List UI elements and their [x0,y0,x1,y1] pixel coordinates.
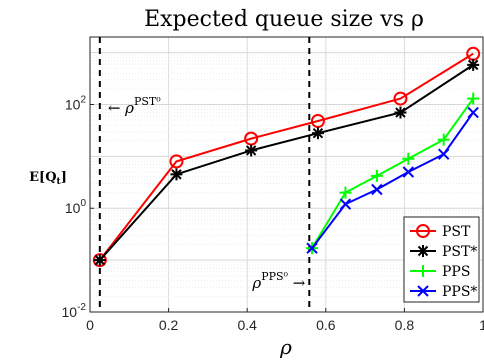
data-point [467,58,480,71]
y-axis-label-text: E[Q [29,170,56,185]
y-axis-label: E[Qt] [29,170,67,187]
marker-stroke [417,245,429,257]
y-tick-base: 10 [65,200,81,216]
marker-stroke [339,198,352,210]
data-point [170,168,183,181]
legend-items: PST PST* PPS PPS* [410,224,477,300]
data-point [437,133,450,146]
annotation-symbol: ρ [251,274,261,292]
x-tick-label: 0 [86,317,94,333]
marker-circle [169,154,184,169]
data-point [339,198,352,210]
y-tick-label: 100 [65,198,87,216]
annotation-rho-pst: ← ρPST⁰ [108,95,161,117]
data-point [169,154,184,169]
marker-circle [416,224,430,238]
chart-title: Expected queue size vs ρ [144,7,424,32]
data-point [245,144,258,157]
annotation-arrow: ← [108,99,125,117]
annotation-superscript: PST⁰ [134,95,161,108]
y-axis-label-bracket: ] [61,170,67,185]
legend-label: PPS [442,264,470,280]
marker-stroke [306,242,318,254]
series-group [92,46,481,268]
marker-stroke [402,166,415,178]
data-point [310,114,325,129]
marker-stroke [94,254,106,266]
marker-stroke [467,106,479,119]
threshold-lines [98,37,311,312]
legend-label: PST* [442,244,477,260]
marker-stroke [417,285,429,297]
x-tick-label: 0.2 [159,317,179,333]
marker-stroke [467,59,479,71]
x-tick-label: 0.8 [395,317,415,333]
series-line-pst [99,52,474,261]
x-tick-label: 1 [479,317,484,333]
data-point [467,92,480,105]
data-point [393,91,408,106]
annotation-arrow: → [288,274,306,292]
legend-label: PST [442,224,471,240]
data-point [93,254,106,267]
y-tick-exponent: 0 [80,198,86,209]
plot-area [89,36,484,313]
y-tick-exponent: 2 [80,94,86,105]
legend: PST PST* PPS PPS* [403,216,480,303]
marker-circle [310,114,325,129]
annotation-symbol: ρ [124,99,134,117]
data-point [394,106,407,119]
series-line-pps [311,97,474,249]
series-line-pst-star [99,64,474,261]
data-point [339,186,352,199]
marker-stroke [171,169,182,180]
y-tick-base: 10 [65,96,81,112]
series-line-pps-star [311,111,474,249]
y-tick-label: 102 [65,94,87,112]
marker-stroke [245,145,257,156]
legend-marker [417,265,429,277]
marker-stroke [395,107,406,118]
x-tick-label: 0.4 [237,317,257,333]
annotation-superscript: PPS⁰ [261,270,288,283]
data-point [370,169,383,182]
y-tick-base: 10 [62,304,78,320]
marker-circle [393,91,408,106]
data-point [402,152,415,165]
data-point [467,106,479,119]
data-point [311,127,324,140]
legend-marker [417,285,429,297]
annotation-rho-pps: ρPPS⁰ → [251,270,305,292]
data-point [306,242,318,254]
legend-marker [416,224,430,238]
x-tick-label: 0.6 [316,317,336,333]
data-point [371,183,383,196]
y-tick-exponent: -2 [77,302,86,313]
data-point [437,148,450,160]
marker-stroke [371,183,383,196]
marker-stroke [437,148,450,160]
legend-marker [417,245,429,257]
y-axis-label-subscript: t [57,177,62,187]
marker-stroke [312,127,324,139]
legend-label: PPS* [442,284,477,300]
y-tick-label: 10-2 [62,302,87,320]
x-axis-label: ρ [279,335,292,359]
data-point [402,166,415,178]
